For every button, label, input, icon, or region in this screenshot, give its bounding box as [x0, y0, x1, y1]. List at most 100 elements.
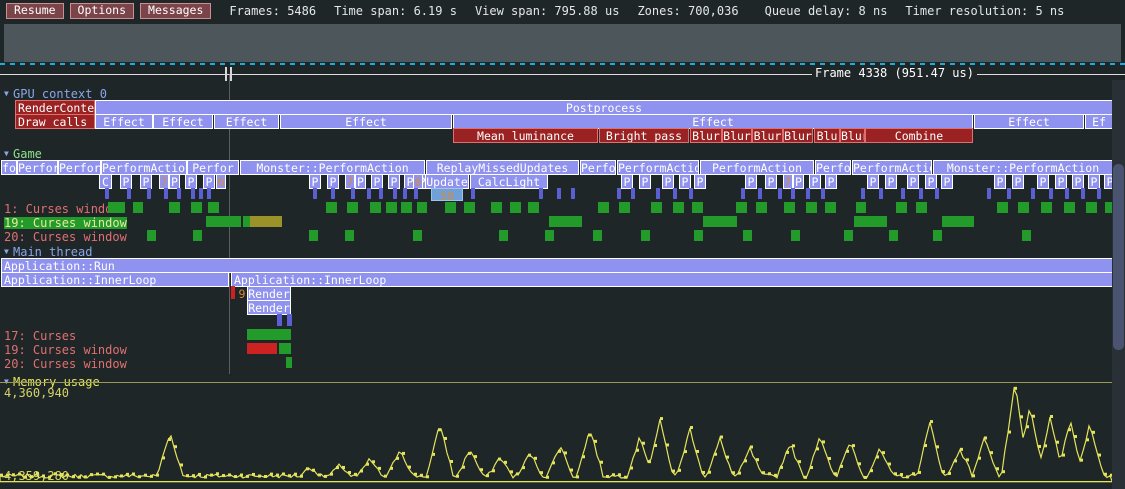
- game-zone[interactable]: Update: [425, 174, 469, 189]
- zone-label: P: [623, 175, 631, 189]
- game-zone[interactable]: P: [120, 174, 132, 189]
- game-zone[interactable]: P: [825, 174, 837, 189]
- game-zone[interactable]: P: [140, 174, 152, 189]
- timeline-ruler[interactable]: [0, 74, 1125, 75]
- game-zone[interactable]: P: [694, 174, 706, 189]
- game-zone[interactable]: P: [309, 174, 321, 189]
- main-zone[interactable]: Application::InnerLoop: [1, 272, 229, 287]
- game-zone[interactable]: Monster::PerformAction: [240, 160, 425, 175]
- game-zone[interactable]: 7: [345, 174, 355, 189]
- game-zone[interactable]: P: [355, 174, 366, 189]
- gpu-zone[interactable]: Draw calls: [15, 114, 95, 129]
- gpu-zone[interactable]: Effect: [153, 114, 213, 129]
- main-zone[interactable]: Application::InnerLoop: [231, 272, 1113, 287]
- zone-label: P: [205, 175, 213, 189]
- game-zone[interactable]: 6: [216, 174, 226, 189]
- gpu-zone[interactable]: Combine: [865, 128, 973, 143]
- gpu-zone[interactable]: Blur: [752, 128, 783, 143]
- game-zone[interactable]: P: [388, 174, 400, 189]
- game-zone[interactable]: P: [994, 174, 1006, 189]
- game-zone[interactable]: P: [371, 174, 383, 189]
- game-zone[interactable]: 7: [783, 174, 793, 189]
- vertical-scrollbar-thumb[interactable]: [1113, 164, 1124, 350]
- game-zone[interactable]: PerformActio: [852, 160, 932, 175]
- gpu-zone[interactable]: Mean luminance: [453, 128, 598, 143]
- gpu-zone[interactable]: Postprocess: [95, 100, 1113, 115]
- game-zone[interactable]: CalcLight: [470, 174, 548, 189]
- frame-overview-panel[interactable]: [4, 24, 1121, 62]
- game-zone[interactable]: P: [1055, 174, 1067, 189]
- game-zone[interactable]: P: [809, 174, 821, 189]
- game-zone[interactable]: P: [621, 174, 633, 189]
- game-zone[interactable]: 7: [159, 174, 169, 189]
- game-zone[interactable]: Perform: [58, 160, 101, 175]
- zone-stem: [1031, 188, 1035, 199]
- game-zone[interactable]: P: [639, 174, 651, 189]
- game-zone[interactable]: Perfo: [815, 160, 851, 175]
- game-zone[interactable]: C: [99, 174, 112, 189]
- game-zone[interactable]: PerformActio: [617, 160, 699, 175]
- gpu-zone[interactable]: Blur: [722, 128, 752, 143]
- zone-label: P: [696, 175, 704, 189]
- game-zone[interactable]: P: [1088, 174, 1100, 189]
- gpu-zone[interactable]: RenderContext: [15, 100, 95, 115]
- game-zone[interactable]: P: [941, 174, 953, 189]
- main-zone[interactable]: Application::Run: [1, 258, 1113, 273]
- main-zone[interactable]: Render: [247, 286, 291, 301]
- row-label: 19: Curses window: [4, 343, 127, 357]
- gpu-zone[interactable]: Effect: [214, 114, 279, 129]
- game-zone[interactable]: Perfor: [187, 160, 239, 175]
- group-header-game[interactable]: ▼ Game: [4, 148, 42, 162]
- group-header-main-thread[interactable]: ▼ Main thread: [4, 246, 92, 260]
- toolbar: Resume Options Messages Frames: 5486 Tim…: [0, 0, 1125, 22]
- game-zone[interactable]: 6: [413, 174, 423, 189]
- zone-label: P: [747, 175, 755, 189]
- gpu-zone[interactable]: Effect: [95, 114, 153, 129]
- game-zone[interactable]: P: [169, 174, 180, 189]
- gpu-zone[interactable]: Blur: [840, 128, 865, 143]
- game-zone[interactable]: P: [1037, 174, 1049, 189]
- gpu-zone[interactable]: Effect: [280, 114, 452, 129]
- game-zone[interactable]: P: [925, 174, 937, 189]
- event-box: [1018, 202, 1029, 213]
- game-zone[interactable]: Monster::PerformAction: [933, 160, 1113, 175]
- vertical-scrollbar[interactable]: [1112, 80, 1125, 489]
- game-zone[interactable]: Perform: [17, 160, 58, 175]
- game-zone[interactable]: P: [203, 174, 215, 189]
- chevron-down-icon: ▼: [4, 247, 9, 256]
- game-zone[interactable]: Perfo: [580, 160, 616, 175]
- game-zone[interactable]: P: [1072, 174, 1084, 189]
- game-zone[interactable]: P: [907, 174, 919, 189]
- gpu-zone[interactable]: Effect: [453, 114, 973, 129]
- game-zone[interactable]: PerformAction: [101, 160, 187, 175]
- game-zone[interactable]: P: [885, 174, 897, 189]
- gpu-zone[interactable]: Ef: [1085, 114, 1113, 129]
- resume-button[interactable]: Resume: [6, 3, 64, 19]
- gpu-zone[interactable]: Blur: [690, 128, 722, 143]
- event-box: [784, 202, 795, 213]
- options-button[interactable]: Options: [69, 3, 135, 19]
- game-zone[interactable]: ReplayMissedUpdates: [426, 160, 579, 175]
- queue-delay-stat: Queue delay: 8 ns: [764, 4, 888, 18]
- game-zone[interactable]: P: [662, 174, 674, 189]
- game-zone[interactable]: P: [1012, 174, 1024, 189]
- main-zone[interactable]: Render: [247, 300, 291, 315]
- gpu-zone[interactable]: Effect: [974, 114, 1084, 129]
- game-zone[interactable]: P: [765, 174, 777, 189]
- group-header-gpu-context-0[interactable]: ▼ GPU context 0: [4, 88, 107, 102]
- game-zone[interactable]: P: [679, 174, 691, 189]
- event-box: [191, 202, 202, 213]
- game-zone[interactable]: PerformAction: [700, 160, 814, 175]
- game-zone[interactable]: P: [793, 174, 804, 189]
- zone-badge-50[interactable]: 50: [431, 188, 463, 201]
- game-zone[interactable]: P: [185, 174, 197, 189]
- game-zone[interactable]: P: [327, 174, 339, 189]
- gpu-zone[interactable]: Blu: [814, 128, 840, 143]
- game-zone[interactable]: P: [745, 174, 757, 189]
- event-box: [133, 202, 143, 213]
- game-zone[interactable]: P: [867, 174, 879, 189]
- gpu-zone[interactable]: Blur: [783, 128, 813, 143]
- gpu-zone[interactable]: Bright pass: [599, 128, 689, 143]
- game-zone[interactable]: fo: [1, 160, 17, 175]
- messages-button[interactable]: Messages: [140, 3, 212, 19]
